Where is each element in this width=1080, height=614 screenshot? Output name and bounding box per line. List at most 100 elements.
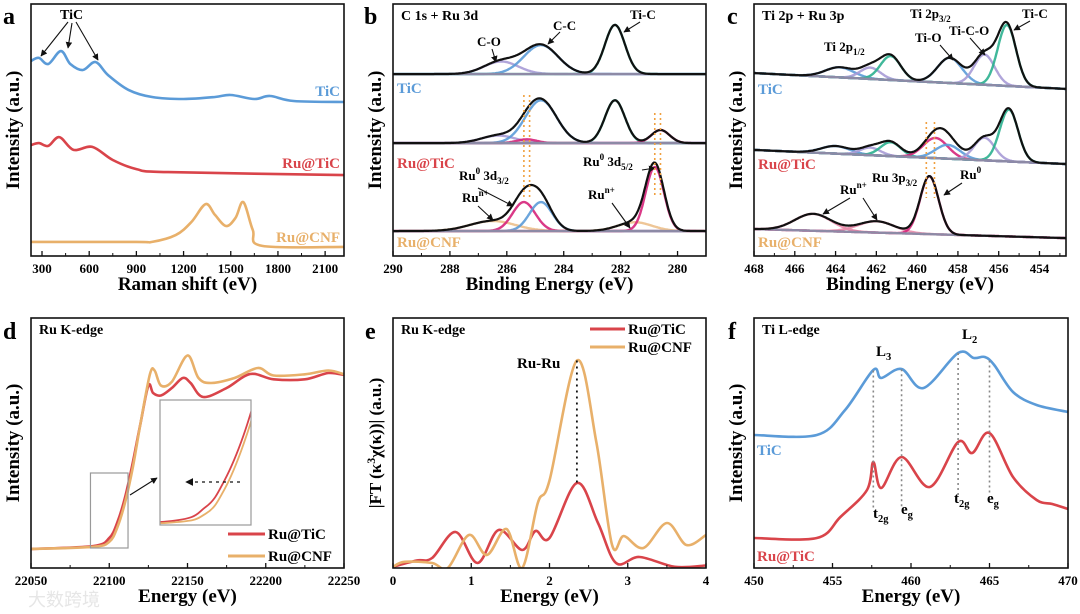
x-tick-label: 456 [989,261,1009,276]
inset-frame [159,399,252,526]
x-tick-label: 22100 [93,573,126,588]
envelope-b-1 [393,97,706,145]
plot-area-b [393,23,706,233]
x-tick-label: 460 [901,573,921,588]
sample-label: Ru@TiC [757,549,815,565]
x-tick-label: 450 [744,573,764,588]
series-line-f-0 [754,350,1068,439]
inset-series-line-0 [160,409,251,523]
x-tick-label: 22150 [171,573,204,588]
annotation-label: TiC [60,8,83,23]
x-tick-label: 0 [390,573,397,588]
annotation-arrow [943,182,963,196]
annotation-arrow [611,202,631,229]
panel-title-c: Ti 2p + Ru 3p [762,9,845,24]
series-line-a-1 [31,135,344,177]
x-tick-label: 22250 [328,573,361,588]
x-tick-label: 1800 [265,261,291,276]
x-axis-label: Binding Energy (eV) [826,274,994,295]
x-tick-label: 3 [625,573,632,588]
series-line-f-1 [754,431,1068,541]
annotation-arrow [1013,20,1031,31]
panel-title-b: C 1s + Ru 3d [401,9,478,24]
x-tick-label: 468 [744,261,764,276]
legend-label: Ru@TiC [268,527,326,543]
annotation-arrow [477,187,514,207]
sample-label: Ru@TiC [397,156,455,172]
annotation-label: Ru-Ru [517,356,560,372]
x-tick-label: 454 [1030,261,1050,276]
x-tick-label: 900 [127,261,147,276]
annotation-label: Run+ [840,180,867,197]
annotation-label: Ru0 [960,165,982,182]
legend-label: Ru@CNF [268,549,332,565]
x-tick-label: 22200 [250,573,283,588]
x-tick-label: 460 [907,261,927,276]
fit-component-c-0-5 [754,23,1066,91]
panel-letter-f: f [728,319,737,345]
fit-component-b-0-0 [393,60,706,76]
legend-label: Ru@TiC [628,322,686,338]
series-line-d-0 [31,371,344,551]
x-tick-label: 288 [440,261,460,276]
sample-label: Ru@CNF [397,235,461,251]
annotation-label: L3 [876,344,891,363]
annotation-arrow [65,22,73,49]
panel-title-d: Ru K-edge [39,323,103,338]
annotation-arrow [623,21,641,33]
x-axis-label: Raman shift (eV) [118,274,257,295]
x-tick-label: 286 [497,261,517,276]
x-tick-label: 458 [948,261,968,276]
annotation-arrow [75,21,99,61]
watermark: 大数跨境 [28,590,100,611]
annotation-arrow [862,197,878,221]
x-tick-label: 466 [785,261,805,276]
plot-frame-b [392,3,707,257]
sample-label: Ru@TiC [758,157,816,173]
annotation-label: eg [901,502,914,521]
annotation-arrow [129,477,158,496]
annotation-arrow [641,165,656,173]
y-axis-label: Intensity (a.u.) [726,71,747,190]
annotation-label: Ru0 3d5/2 [583,152,633,172]
annotation-label: C-C [553,18,576,33]
annotation-label: Ru0 3d3/2 [459,166,509,186]
annotation-arrow [40,21,69,57]
sample-label: TiC [315,84,340,100]
x-axis-label: Energy (eV) [138,586,237,607]
inset-plot [160,409,251,525]
panel-letter-b: b [364,4,377,30]
x-tick-label: 1200 [171,261,197,276]
x-tick-label: 462 [867,261,887,276]
y-axis-label: Intensity (a.u.) [365,71,386,190]
x-tick-label: 22050 [15,573,48,588]
plot-area-a [31,49,344,249]
x-axis-label: Energy (eV) [500,586,599,607]
fit-component-b-1-4 [393,128,706,145]
x-tick-label: 280 [668,261,688,276]
sample-label: Ru@CNF [758,235,822,251]
panel-title-f: Ti L-edge [762,323,820,338]
annotation-arrow [477,205,494,221]
x-tick-label: 4 [703,573,710,588]
annotation-label: Ti-C [1022,6,1048,21]
annotation-label: L2 [962,327,977,346]
annotation-arrow [547,31,561,45]
y-axis-label: Intensity (a.u.) [3,384,24,503]
envelope-b-2 [393,161,706,233]
zoom-region-box [89,472,129,549]
fit-component-b-2-4 [393,165,706,233]
annotation-label: eg [987,491,1000,510]
x-tick-label: 465 [980,573,1000,588]
sample-label: TiC [758,82,783,98]
annotation-arrow [939,44,954,61]
legend-label: Ru@CNF [628,340,692,356]
annotation-label: C-O [477,34,501,49]
plot-area-d [31,354,344,551]
annotation-label: Ti-C-O [949,23,989,38]
x-axis-label: Binding Energy (eV) [466,274,634,295]
x-tick-label: 282 [611,261,631,276]
x-tick-label: 2100 [312,261,338,276]
annotation-label: Ti 2p1/2 [824,39,865,57]
